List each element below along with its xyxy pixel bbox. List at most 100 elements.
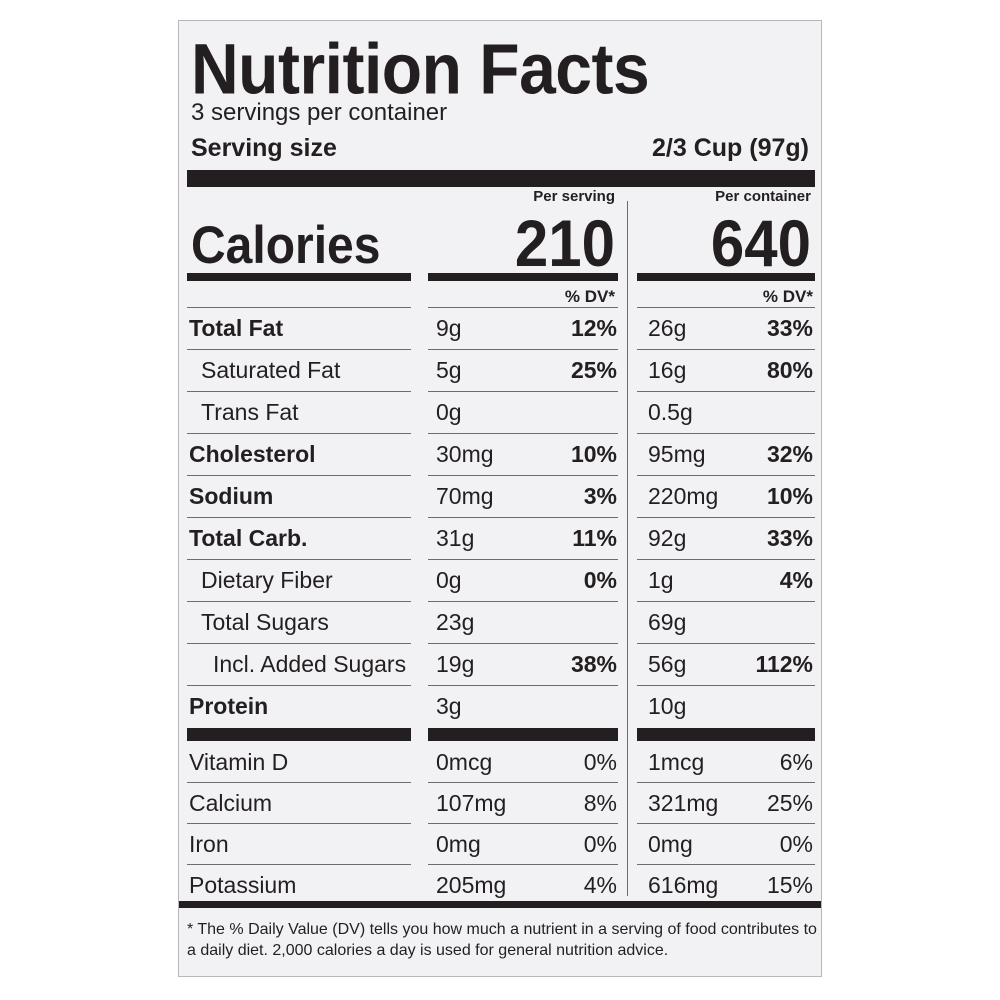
- container-amount: 220mg: [648, 483, 719, 509]
- nutrient-name: Calcium: [189, 790, 273, 816]
- row-separator: [187, 685, 411, 686]
- row-separator: [637, 864, 815, 865]
- row-separator: [637, 433, 815, 434]
- footnote: * The % Daily Value (DV) tells you how m…: [187, 921, 817, 959]
- dv-header-container: % DV*: [762, 287, 813, 306]
- row-separator: [187, 559, 411, 560]
- container-amount: 92g: [648, 525, 687, 551]
- nutrient-name: Vitamin D: [189, 749, 289, 775]
- nutrient-name: Cholesterol: [189, 441, 316, 467]
- nutrient-row: Protein 3g 10g: [179, 686, 821, 726]
- row-separator: [637, 643, 815, 644]
- calories-label: Calories: [191, 216, 381, 275]
- container-amount: 16g: [648, 357, 687, 383]
- calories-per-serving: 210: [514, 206, 615, 281]
- nutrient-row: Sodium 70mg 3% 220mg 10%: [179, 476, 821, 516]
- serving-dv: 0%: [583, 831, 617, 857]
- container-amount: 69g: [648, 609, 687, 635]
- label-title: Nutrition Facts: [191, 28, 650, 109]
- nutrient-name: Total Carb.: [189, 525, 308, 551]
- container-amount: 10g: [648, 693, 687, 719]
- container-amount: 0.5g: [648, 399, 693, 425]
- row-separator: [428, 559, 618, 560]
- vitamin-row: Calcium 107mg 8% 321mg 25%: [179, 783, 821, 823]
- serving-amount: 205mg: [436, 872, 507, 898]
- container-amount: 1mcg: [648, 749, 705, 775]
- container-dv: 15%: [766, 872, 813, 898]
- row-separator: [637, 823, 815, 824]
- container-amount: 616mg: [648, 872, 719, 898]
- container-dv: 6%: [779, 749, 813, 775]
- nutrient-name: Iron: [189, 831, 229, 857]
- serving-dv: 0%: [583, 749, 617, 775]
- servings-per-container: 3 servings per container: [191, 99, 448, 126]
- nutrient-name: Total Fat: [189, 315, 284, 341]
- row-separator: [187, 823, 411, 824]
- nutrient-name: Trans Fat: [201, 399, 299, 425]
- dv-header-serving: % DV*: [564, 287, 615, 306]
- nutrient-row: Total Fat 9g 12% 26g 33%: [179, 308, 821, 348]
- row-separator: [637, 475, 815, 476]
- row-separator: [428, 391, 618, 392]
- nutrient-name: Dietary Fiber: [201, 567, 333, 593]
- container-dv: 4%: [779, 567, 813, 593]
- row-separator: [428, 433, 618, 434]
- serving-dv: 4%: [583, 872, 617, 898]
- container-dv: 10%: [766, 483, 813, 509]
- serving-dv: 12%: [570, 315, 617, 341]
- serving-amount: 30mg: [436, 441, 494, 467]
- container-amount: 26g: [648, 315, 687, 341]
- per-container-header: Per container: [715, 188, 811, 205]
- serving-dv: 0%: [583, 567, 617, 593]
- dv-header-separator: [428, 307, 618, 308]
- serving-dv: 10%: [570, 441, 617, 467]
- row-separator: [637, 391, 815, 392]
- nutrient-name: Incl. Added Sugars: [213, 651, 407, 677]
- thick-rule-bottom: [179, 901, 821, 908]
- serving-amount: 107mg: [436, 790, 507, 816]
- container-dv: 33%: [766, 525, 813, 551]
- calories-rule-serving: [428, 273, 618, 281]
- serving-dv: 11%: [572, 525, 617, 551]
- nutrient-row: Dietary Fiber 0g 0% 1g 4%: [179, 560, 821, 600]
- row-separator: [428, 349, 618, 350]
- container-amount: 321mg: [648, 790, 719, 816]
- serving-amount: 0g: [436, 399, 462, 425]
- nutrient-row: Total Sugars 23g 69g: [179, 602, 821, 642]
- serving-dv: 3%: [583, 483, 617, 509]
- calories-rule-container: [637, 273, 815, 281]
- row-separator: [187, 433, 411, 434]
- row-separator: [637, 782, 815, 783]
- container-dv: 33%: [766, 315, 813, 341]
- serving-amount: 31g: [436, 525, 475, 551]
- per-serving-header: Per serving: [533, 188, 615, 205]
- serving-dv: 25%: [570, 357, 617, 383]
- row-separator: [428, 782, 618, 783]
- serving-dv: 38%: [570, 651, 617, 677]
- row-separator: [428, 823, 618, 824]
- row-separator: [428, 517, 618, 518]
- serving-amount: 0mg: [436, 831, 481, 857]
- row-separator: [428, 601, 618, 602]
- vitamin-row: Potassium 205mg 4% 616mg 15%: [179, 865, 821, 905]
- serving-amount: 0g: [436, 567, 462, 593]
- nutrient-row: Saturated Fat 5g 25% 16g 80%: [179, 350, 821, 390]
- thick-rule-top: [187, 170, 815, 187]
- row-separator: [187, 349, 411, 350]
- nutrient-name: Total Sugars: [201, 609, 329, 635]
- row-separator: [637, 517, 815, 518]
- row-separator: [187, 643, 411, 644]
- nutrient-row: Incl. Added Sugars 19g 38% 56g 112%: [179, 644, 821, 684]
- nutrient-row: Trans Fat 0g 0.5g: [179, 392, 821, 432]
- serving-amount: 19g: [436, 651, 475, 677]
- row-separator: [428, 643, 618, 644]
- calories-rule-left: [187, 273, 411, 281]
- container-dv: 32%: [766, 441, 813, 467]
- nutrient-name: Potassium: [189, 872, 297, 898]
- dv-header-separator: [187, 307, 411, 308]
- container-amount: 0mg: [648, 831, 693, 857]
- container-dv: 112%: [755, 651, 813, 677]
- row-separator: [187, 864, 411, 865]
- row-separator: [428, 475, 618, 476]
- row-separator: [637, 559, 815, 560]
